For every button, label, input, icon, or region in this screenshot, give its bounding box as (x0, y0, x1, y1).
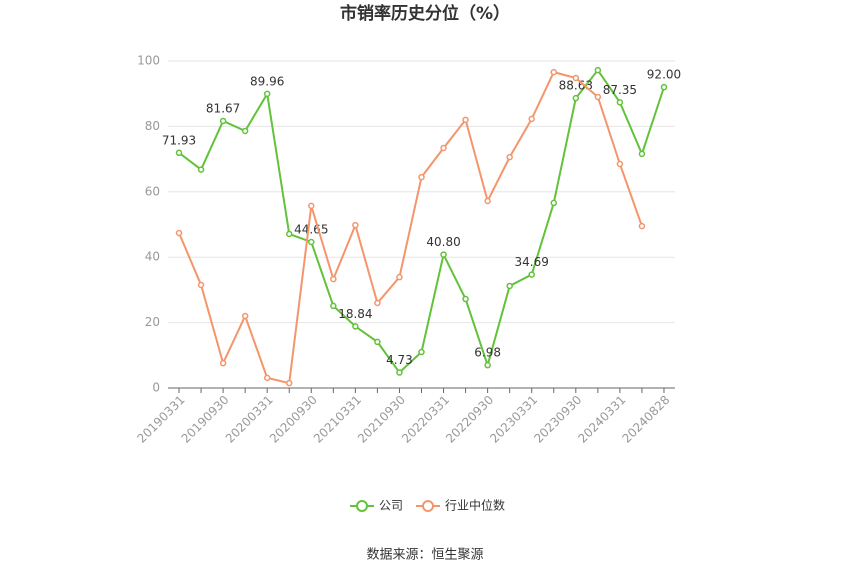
y-tick-label: 20 (145, 315, 160, 329)
data-label: 89.96 (250, 74, 284, 88)
data-label: 92.00 (647, 68, 681, 82)
data-point (484, 197, 491, 205)
data-point (638, 222, 646, 230)
data-point (285, 230, 293, 238)
data-label: 6.98 (474, 346, 501, 360)
data-point (219, 359, 227, 367)
source: 数据来源：恒生聚源 (366, 548, 483, 563)
series-line (178, 70, 643, 385)
data-point (528, 115, 535, 123)
data-point (528, 271, 535, 278)
data-label: 88.63 (559, 79, 593, 93)
chart-title: 市销率历史分位（%） (340, 3, 510, 24)
data-label: 44.65 (294, 222, 328, 236)
y-tick-label: 60 (145, 184, 160, 198)
data-point (175, 229, 183, 237)
data-label: 34.69 (515, 255, 549, 269)
series-line (178, 68, 665, 375)
data-point (638, 150, 646, 158)
data-point (594, 93, 602, 101)
data-point (219, 117, 227, 125)
data-point (308, 238, 315, 246)
legend-label: 行业中位数 (445, 498, 505, 513)
data-point (352, 323, 359, 330)
data-point (263, 374, 271, 382)
data-point (484, 361, 491, 369)
legend-marker (356, 500, 368, 512)
data-point (263, 90, 271, 98)
data-point (241, 312, 249, 320)
y-tick-label: 80 (145, 119, 160, 133)
data-point (572, 94, 580, 102)
data-point (308, 202, 315, 210)
data-point (550, 68, 558, 76)
data-label: 40.80 (426, 235, 460, 249)
data-point (418, 173, 425, 181)
data-label: 4.73 (386, 353, 413, 367)
data-point (440, 251, 447, 258)
data-point (418, 348, 425, 356)
data-label: 87.35 (603, 83, 637, 97)
y-tick-label: 40 (145, 250, 160, 264)
data-point (462, 116, 469, 124)
data-point (374, 299, 381, 307)
data-point (396, 273, 403, 281)
data-label: 71.93 (162, 133, 196, 147)
data-point (197, 281, 205, 289)
data-point (616, 160, 624, 168)
data-label: 81.67 (206, 101, 240, 115)
legend-label: 公司 (379, 499, 403, 513)
data-point (197, 166, 205, 173)
data-point (462, 295, 469, 303)
data-point (374, 338, 381, 346)
data-point (396, 369, 403, 376)
data-point (285, 379, 293, 387)
data-point (175, 149, 183, 157)
data-point (440, 144, 447, 152)
data-point (506, 282, 513, 290)
data-point (330, 275, 337, 283)
data-point (660, 83, 668, 91)
y-tick-label: 0 (152, 381, 160, 395)
data-point (616, 99, 624, 106)
data-point (352, 221, 359, 229)
data-point (241, 127, 249, 135)
data-point (572, 74, 580, 82)
y-tick-label: 100 (137, 54, 160, 68)
data-label: 18.84 (338, 307, 372, 321)
data-point (594, 66, 602, 74)
x-tick-label: 20240828 (619, 393, 672, 446)
data-point (550, 199, 558, 207)
data-point (506, 153, 513, 161)
legend-marker (422, 500, 434, 512)
data-point (330, 302, 337, 310)
